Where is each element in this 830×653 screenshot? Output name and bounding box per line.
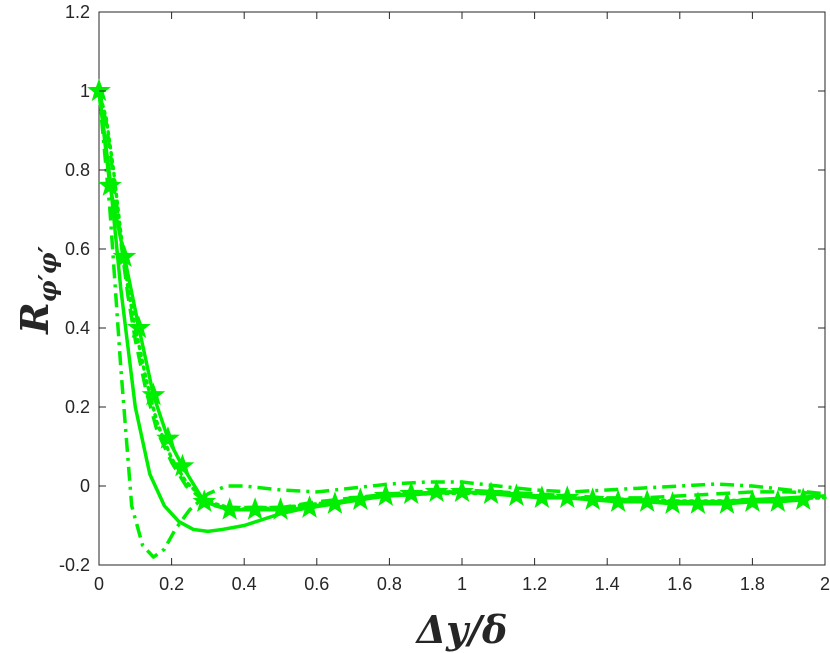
tick-layer: 0 0.2 0.4 0.6 0.8 1 1.2 1.4 1.6 1.8 2-0.200.20.40.… xyxy=(59,2,830,594)
star-marker xyxy=(479,481,503,504)
star-marker xyxy=(450,479,474,503)
y-axis-label-main: R xyxy=(12,302,57,335)
y-axis-label-sub: φ′φ′ xyxy=(33,245,62,302)
star-marker xyxy=(156,426,180,449)
star-marker xyxy=(635,489,659,512)
star-marker xyxy=(297,495,322,518)
y-tick-label: 0.8 xyxy=(65,160,90,180)
x-axis-label: Δy/δ xyxy=(415,607,508,652)
star-marker xyxy=(715,491,739,514)
star-marker xyxy=(529,485,554,508)
star-marker xyxy=(740,489,765,512)
y-tick-label: 0 xyxy=(80,476,90,496)
star-marker xyxy=(504,483,529,506)
star-marker xyxy=(141,382,166,406)
x-tick-label: 1.8 xyxy=(740,574,765,594)
x-tick-label: 2 xyxy=(820,574,830,594)
x-tick-label: 0 xyxy=(94,574,104,594)
star-marker xyxy=(424,479,449,503)
star-marker xyxy=(323,491,347,514)
star-marker xyxy=(127,315,151,339)
star-marker xyxy=(580,487,605,510)
x-tick-label: 0.2 xyxy=(159,574,184,594)
star-marker xyxy=(791,487,816,510)
star-marker xyxy=(98,173,122,196)
star-marker xyxy=(243,497,267,520)
star-marker xyxy=(373,483,398,506)
star-marker xyxy=(765,489,790,512)
y-axis-label: Rφ′φ′ xyxy=(12,245,62,334)
plot-area xyxy=(98,11,826,566)
y-tick-label: -0.2 xyxy=(59,555,90,575)
y-tick-label: 0.4 xyxy=(65,318,90,338)
star-marker xyxy=(170,453,195,477)
x-tick-label: 1.2 xyxy=(522,574,547,594)
series-layer xyxy=(87,78,827,559)
star-marker xyxy=(660,491,685,514)
y-tick-label: 0.2 xyxy=(65,397,90,417)
y-tick-label: 1.2 xyxy=(65,2,90,22)
star-marker xyxy=(217,497,242,520)
x-tick-label: 0.4 xyxy=(232,574,257,594)
star-marker xyxy=(686,491,710,514)
star-marker xyxy=(268,497,293,520)
x-tick-label: 0.6 xyxy=(304,574,329,594)
star-marker xyxy=(87,78,111,102)
series-line-dashdot xyxy=(97,90,826,559)
x-tick-label: 1.6 xyxy=(667,574,692,594)
star-marker xyxy=(399,481,424,504)
x-tick-label: 1.4 xyxy=(595,574,620,594)
star-marker xyxy=(555,485,580,508)
star-marker xyxy=(112,244,137,267)
x-tick-label: 0.8 xyxy=(377,574,402,594)
x-tick-label: 1 xyxy=(457,574,467,594)
y-tick-label: 0.6 xyxy=(65,239,90,259)
star-marker xyxy=(192,489,217,512)
star-marker xyxy=(348,487,373,510)
star-marker xyxy=(606,489,630,512)
y-tick-label: 1 xyxy=(80,81,90,101)
